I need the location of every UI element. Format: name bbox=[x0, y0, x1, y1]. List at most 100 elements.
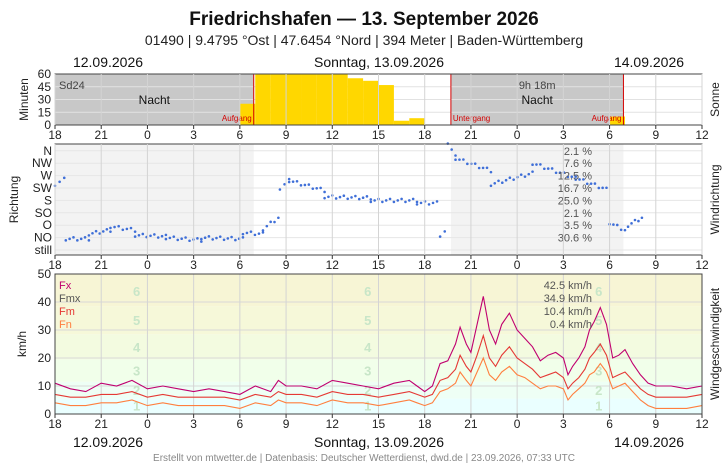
direction-dot bbox=[369, 200, 373, 204]
sunshine-bar bbox=[316, 74, 333, 125]
dir-stat-W: 12.5 % bbox=[558, 171, 592, 183]
beaufort-label: 1 bbox=[133, 399, 140, 414]
sunrise-label-2: Aufgang bbox=[592, 114, 622, 123]
sunshine-bar bbox=[332, 74, 348, 125]
date-right-top: 14.09.2026 bbox=[614, 54, 684, 70]
direction-dot bbox=[392, 200, 396, 204]
sun-xtick-label: 9 bbox=[652, 128, 659, 142]
direction-dot bbox=[323, 190, 326, 194]
direction-dot bbox=[531, 170, 534, 173]
speed-xtick-label: 21 bbox=[464, 417, 478, 431]
dir-xtick-label: 6 bbox=[606, 258, 613, 272]
speed-xtick-label: 21 bbox=[95, 417, 109, 431]
sunshine-bar bbox=[270, 74, 287, 125]
dir-category-label: S bbox=[44, 193, 52, 207]
direction-dot bbox=[101, 230, 105, 233]
direction-dot bbox=[287, 180, 291, 184]
direction-dot bbox=[299, 184, 303, 187]
direction-dot bbox=[311, 187, 315, 190]
direction-dot bbox=[141, 232, 145, 236]
dir-xtick-label: 21 bbox=[95, 258, 109, 272]
direction-dot bbox=[419, 201, 423, 205]
direction-dot bbox=[350, 196, 353, 199]
direction-dot bbox=[500, 181, 504, 185]
direction-dot bbox=[62, 176, 66, 180]
direction-dot bbox=[489, 184, 493, 188]
sunshine-bar bbox=[347, 78, 364, 125]
beaufort-label: 3 bbox=[595, 364, 602, 379]
direction-dot bbox=[438, 235, 442, 238]
beaufort-label: 6 bbox=[133, 284, 140, 299]
direction-dot bbox=[257, 232, 261, 235]
direction-dot bbox=[605, 186, 608, 190]
direction-dot bbox=[593, 182, 597, 185]
direction-dot bbox=[87, 239, 91, 242]
direction-dot bbox=[381, 200, 384, 204]
dir-stat-NO: 30.6 % bbox=[558, 233, 592, 245]
direction-dot bbox=[396, 199, 400, 202]
dir-xtick-label: 9 bbox=[283, 258, 290, 272]
speed-line-fn bbox=[54, 356, 703, 409]
direction-dot bbox=[319, 186, 322, 190]
dir-xtick-label: 3 bbox=[560, 258, 567, 272]
date-right-bottom: 14.09.2026 bbox=[614, 434, 684, 450]
direction-dot bbox=[435, 200, 439, 203]
direction-dot bbox=[137, 233, 141, 237]
direction-dot bbox=[388, 197, 392, 201]
direction-dot bbox=[105, 227, 109, 231]
direction-dot bbox=[582, 178, 585, 181]
night-label-2: Nacht bbox=[521, 93, 553, 107]
speed-xtick-label: 0 bbox=[144, 417, 151, 431]
direction-dot bbox=[121, 228, 125, 232]
sunshine-bar bbox=[255, 74, 271, 125]
direction-dot bbox=[203, 236, 207, 240]
direction-dot bbox=[527, 172, 531, 176]
direction-dot bbox=[200, 237, 203, 241]
beaufort-label: 5 bbox=[364, 313, 371, 328]
dir-night-band-2 bbox=[450, 144, 624, 255]
sun-xtick-label: 0 bbox=[144, 128, 151, 142]
beaufort-label: 4 bbox=[133, 340, 141, 355]
direction-dot bbox=[566, 175, 570, 179]
direction-dot bbox=[303, 183, 307, 187]
direction-dot bbox=[443, 230, 447, 233]
direction-dot bbox=[400, 197, 403, 201]
direction-dot bbox=[543, 167, 546, 171]
dir-stat-SW: 16.7 % bbox=[558, 183, 592, 195]
sun-ytick-label: 30 bbox=[38, 93, 52, 107]
direction-dot bbox=[623, 228, 627, 232]
dir-category-label: W bbox=[41, 169, 53, 183]
dir-stat-O: 3.5 % bbox=[564, 220, 592, 232]
direction-dot bbox=[473, 162, 477, 165]
direction-dot bbox=[485, 166, 489, 170]
sun-right-label: Sonne bbox=[708, 82, 722, 117]
direction-dot bbox=[558, 171, 562, 174]
direction-dot bbox=[512, 178, 515, 181]
direction-dot bbox=[253, 233, 257, 237]
direction-dot bbox=[83, 236, 87, 239]
legend-value-fmx: 34.9 km/h bbox=[544, 293, 592, 305]
speed-xtick-label: 15 bbox=[372, 417, 386, 431]
direction-dot bbox=[215, 236, 218, 240]
direction-dot bbox=[307, 183, 311, 186]
direction-dot bbox=[633, 218, 637, 222]
direction-dot bbox=[211, 238, 214, 241]
direction-dot bbox=[218, 235, 222, 238]
direction-dot bbox=[245, 231, 249, 235]
speed-ytick-label: 40 bbox=[38, 295, 52, 309]
sunshine-bar bbox=[409, 118, 425, 125]
speed-xtick-label: 3 bbox=[190, 417, 197, 431]
direction-dot bbox=[234, 238, 237, 242]
direction-dot bbox=[574, 175, 577, 178]
direction-dot bbox=[172, 235, 176, 238]
direction-dot bbox=[546, 167, 550, 170]
speed-xtick-label: 3 bbox=[560, 417, 567, 431]
direction-dot bbox=[230, 235, 233, 239]
direction-dot bbox=[98, 232, 101, 235]
direction-dot bbox=[539, 163, 542, 166]
legend-fm: Fm bbox=[59, 306, 75, 318]
sun-xtick-label: 12 bbox=[326, 128, 340, 142]
direction-dot bbox=[404, 200, 407, 204]
speed-xtick-label: 0 bbox=[514, 417, 521, 431]
